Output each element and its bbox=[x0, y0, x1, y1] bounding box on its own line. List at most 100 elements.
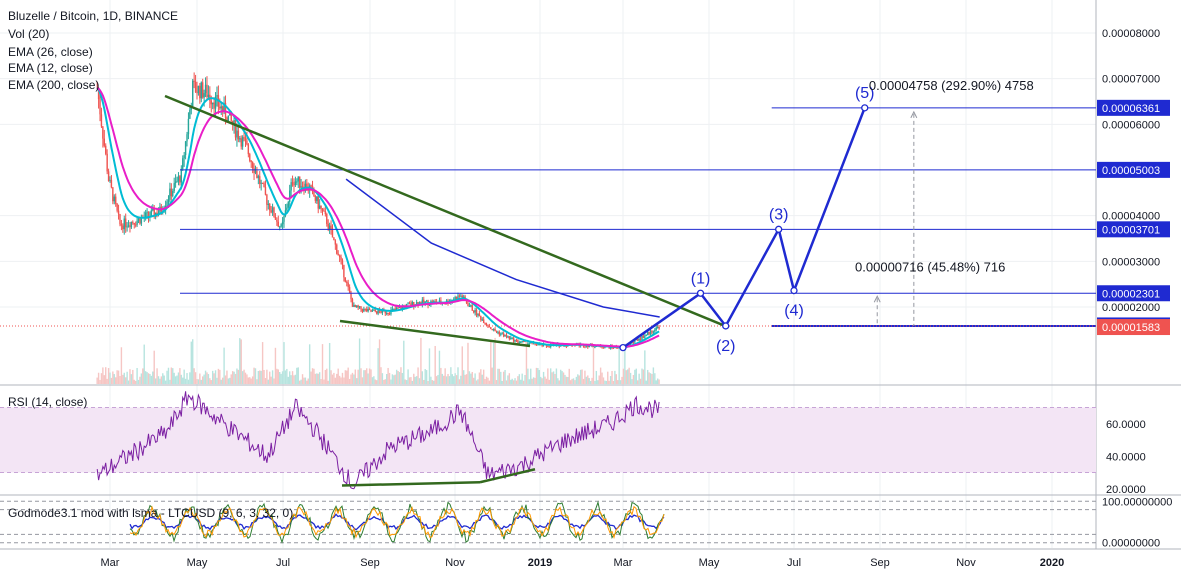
candle-body bbox=[338, 255, 341, 258]
volume-bar bbox=[321, 344, 324, 384]
candle-body bbox=[253, 168, 255, 173]
time-tick-label: Nov bbox=[445, 557, 465, 569]
candle-body bbox=[251, 162, 254, 169]
volume-bar bbox=[597, 380, 599, 384]
volume-bar bbox=[391, 374, 394, 384]
candle-body bbox=[146, 211, 148, 213]
candle-body bbox=[127, 225, 130, 227]
candle-body bbox=[177, 176, 180, 182]
chart-title[interactable]: Bluzelle / Bitcoin, 1D, BINANCE bbox=[8, 9, 179, 23]
candle-body bbox=[608, 346, 610, 349]
volume-bar bbox=[233, 371, 235, 384]
candle-body bbox=[501, 333, 503, 335]
volume-bar bbox=[482, 369, 485, 384]
candle-body bbox=[658, 326, 660, 329]
candle-body bbox=[480, 315, 482, 320]
volume-bar bbox=[103, 375, 105, 384]
legend-ema12[interactable]: EMA (12, close) bbox=[8, 61, 93, 75]
volume-bar bbox=[648, 372, 650, 384]
legend-vol[interactable]: Vol (20) bbox=[8, 27, 50, 41]
time-tick-label: Sep bbox=[360, 557, 380, 569]
time-axis: Mar May Jul Sep Nov 2019 Mar May Jul Sep Nov 2020 bbox=[101, 557, 1065, 569]
volume-bar bbox=[411, 380, 414, 384]
volume-bar bbox=[435, 376, 438, 384]
candle-body bbox=[408, 303, 411, 305]
volume-bar bbox=[150, 375, 153, 384]
candle-body bbox=[300, 186, 302, 188]
volume-bar bbox=[317, 373, 319, 384]
candle-body bbox=[266, 194, 268, 205]
legend-ema200[interactable]: EMA (200, close) bbox=[8, 78, 100, 92]
volume-bar bbox=[259, 370, 261, 384]
volume-bar bbox=[130, 374, 133, 384]
candle-body bbox=[263, 183, 265, 188]
volume-bar bbox=[337, 368, 339, 384]
candle-body bbox=[510, 337, 512, 339]
candle-body bbox=[337, 253, 339, 256]
volume-bar bbox=[622, 368, 625, 384]
candle-body bbox=[317, 196, 319, 209]
candle-body bbox=[286, 207, 288, 211]
volume-bar bbox=[264, 378, 267, 384]
candle-body bbox=[454, 296, 456, 300]
volume-bar bbox=[216, 377, 218, 384]
candle-body bbox=[357, 305, 359, 308]
candle-body bbox=[413, 302, 415, 307]
volume-bar bbox=[602, 377, 605, 384]
candle-body bbox=[196, 92, 198, 94]
volume-bar bbox=[458, 379, 461, 384]
legend-rsi[interactable]: RSI (14, close) bbox=[8, 395, 88, 409]
volume-bar bbox=[632, 374, 635, 384]
candle-body bbox=[102, 126, 104, 139]
volume-bar bbox=[303, 377, 305, 384]
legend-godmode[interactable]: Godmode3.1 mod with lsma - LTCUSD (9, 6,… bbox=[8, 506, 294, 520]
legend-ema26[interactable]: EMA (26, close) bbox=[8, 45, 93, 59]
volume-bar bbox=[656, 378, 659, 384]
candle-body bbox=[207, 94, 210, 98]
candle-body bbox=[348, 287, 351, 293]
candle-body bbox=[132, 221, 134, 223]
volume-bar bbox=[521, 373, 523, 384]
current-price-label: 0.00001583 bbox=[1102, 322, 1160, 334]
time-tick-label: May bbox=[187, 557, 208, 569]
time-tick-label: Jul bbox=[787, 557, 801, 569]
volume-bar bbox=[373, 376, 375, 384]
candle-body bbox=[347, 282, 349, 288]
candle-body bbox=[137, 218, 140, 221]
volume-bar bbox=[534, 377, 536, 384]
candle-body bbox=[280, 224, 282, 227]
candle-body bbox=[331, 229, 334, 238]
volume-bar bbox=[642, 369, 645, 384]
candle-body bbox=[411, 302, 414, 306]
volume-bar bbox=[294, 374, 297, 384]
volume-bar bbox=[518, 374, 521, 384]
candle-body bbox=[296, 181, 298, 183]
candle-body bbox=[481, 319, 483, 321]
time-tick-label: Jul bbox=[276, 557, 290, 569]
volume-bar bbox=[387, 367, 389, 384]
volume-bar bbox=[347, 367, 349, 384]
candle-body bbox=[477, 313, 479, 316]
candle-body bbox=[113, 196, 115, 202]
candle-body bbox=[294, 181, 297, 186]
volume-bar bbox=[413, 373, 415, 384]
candle-body bbox=[283, 216, 285, 222]
time-tick-label: Sep bbox=[870, 557, 890, 569]
candle-body bbox=[415, 302, 418, 305]
volume-bar bbox=[241, 371, 244, 384]
volume-bar bbox=[189, 372, 191, 384]
candle-body bbox=[220, 106, 222, 109]
volume-bar bbox=[287, 376, 289, 384]
candle-body bbox=[471, 305, 473, 311]
candle-body bbox=[604, 347, 606, 349]
candle-body bbox=[324, 211, 327, 215]
volume-bar bbox=[393, 375, 395, 384]
volume-bar bbox=[540, 376, 542, 384]
volume-bar bbox=[102, 367, 104, 384]
volume-bar bbox=[296, 367, 298, 384]
candle-body bbox=[353, 304, 355, 307]
volume-bar bbox=[405, 380, 408, 384]
candle-body bbox=[632, 341, 635, 343]
volume-bar bbox=[562, 372, 565, 384]
